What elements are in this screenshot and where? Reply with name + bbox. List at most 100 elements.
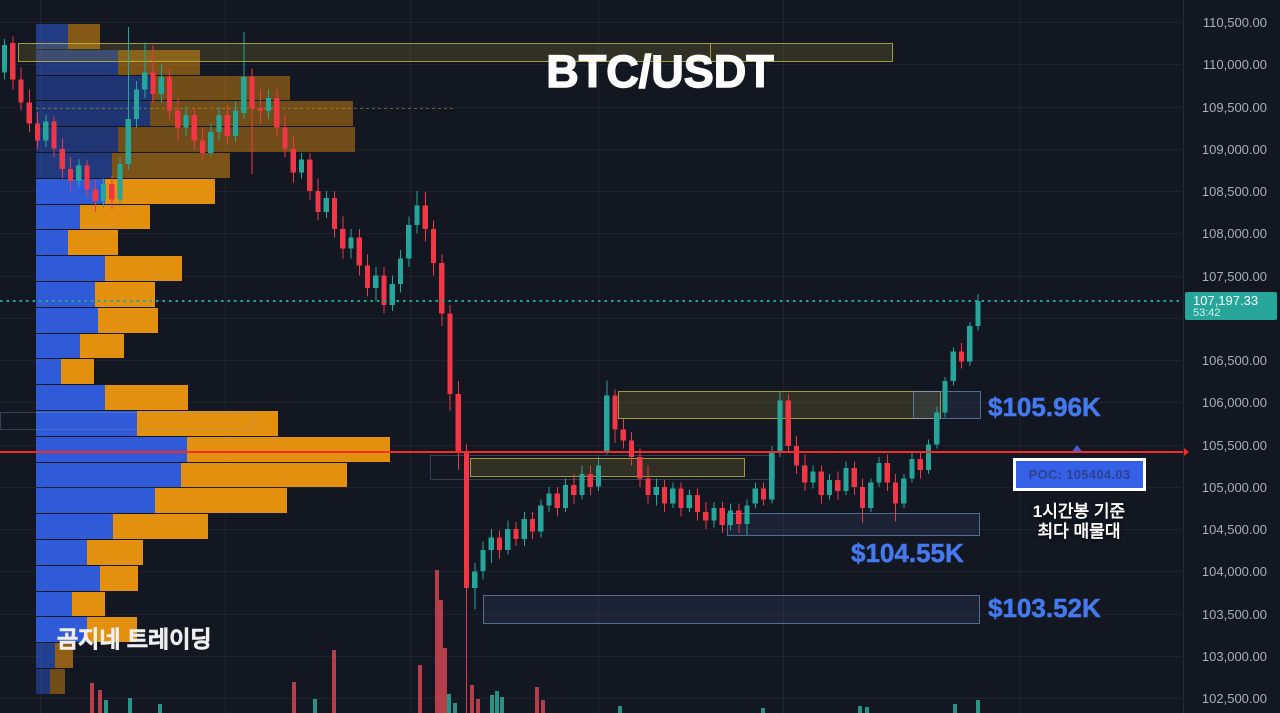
sell-volume-bar [80,204,150,230]
volume-bar [976,700,980,713]
volume-bar [761,708,765,713]
price-tick: 105,500.00 [1201,437,1267,453]
candle-body [241,76,247,114]
candle-body [950,351,956,382]
candle-body [59,148,65,170]
volume-bar [332,650,336,713]
candle-body [488,537,494,551]
candle-body [150,72,156,94]
candle-body [199,140,206,153]
gridline-h [0,655,1183,657]
candle-body [142,72,148,90]
candle-body [835,480,841,491]
candle-body [249,76,255,109]
price-tick: 103,500.00 [1201,606,1267,622]
candle-body [818,471,824,496]
volume-bar [313,699,317,713]
candle-body [348,237,354,249]
candle-body [282,127,288,149]
gridline-h [0,571,1183,573]
candle-body [26,102,32,124]
candle-body [447,313,453,394]
candle-body [10,43,16,80]
volume-profile-row [36,591,105,618]
buy-volume-bar [36,333,80,359]
candle-body [810,471,816,483]
buy-volume-bar [36,153,112,178]
buy-volume-bar [36,643,55,668]
candle-body [191,115,197,141]
volume-bar [447,694,451,713]
candle-body [455,393,461,453]
buy-volume-bar [36,307,98,333]
candle-body [562,485,569,508]
zone-divider [710,43,711,62]
price-tick: 105,000.00 [1201,479,1267,495]
volume-bar [858,706,862,713]
candle-body [315,191,321,213]
price-axis[interactable]: 110,500.00 110,000.00 109,500.00 109,000.00… [1183,0,1280,713]
candle-body [744,505,750,524]
candle-body [51,121,57,149]
buy-volume-bar [36,204,80,230]
sell-volume-bar [113,514,208,539]
candle-body [224,115,230,137]
gridline-h [0,106,1183,108]
candle-body [323,197,329,213]
candlestick-series [1,27,981,713]
candle-body [43,121,49,141]
volume-bar [541,700,545,713]
candle-body [307,159,313,191]
buy-volume-bar [36,359,61,385]
volume-bar [500,697,504,713]
annotation-line-2: 최다 매물대 [1037,521,1121,541]
candle-body [901,478,907,504]
candle-body [571,485,577,496]
gridline-h [0,148,1183,150]
sell-volume-bar [137,411,278,436]
candle-body [274,98,280,128]
candle-body [340,229,346,249]
sell-volume-bar [61,359,94,385]
level-label: $105.96K [988,392,1101,423]
volume-profile-row [36,256,182,282]
price-tick: 104,000.00 [1201,564,1267,580]
candle-body [208,131,214,153]
candle-body [521,518,527,540]
volume-bar [453,703,457,713]
zone-outline [430,455,775,480]
gridline-h [0,529,1183,530]
price-tick: 108,000.00 [1201,226,1267,242]
buy-volume-bar [36,436,187,462]
volume-profile-row [36,127,355,153]
buy-volume-bar [36,488,155,514]
volume-profile-row [36,488,287,514]
gridline-h [0,191,1183,192]
candle-body [958,351,965,362]
price-tick: 107,500.00 [1201,268,1267,284]
level-label: $104.55K [851,538,964,569]
candle-body [92,189,98,202]
candle-body [513,529,519,540]
candle-body [851,468,857,487]
candle-body [183,115,189,128]
candle-body [942,381,948,413]
chart-pane[interactable]: BTC/USDT 곰지네 트레이딩 $105.96K $104.55K $103.5… [0,0,1183,713]
volume-bar [443,648,447,713]
volume-bar [128,698,132,713]
candle-body [934,412,940,445]
buy-volume-bar [36,591,72,617]
gridline-h [0,486,1183,488]
candle-body [175,110,181,128]
volume-bar [953,704,957,713]
sell-volume-bar [118,49,200,75]
poc-horizontal-line[interactable] [0,450,1183,454]
candle-body [546,493,552,506]
volume-profile-row [36,514,208,540]
candle-body [793,446,800,466]
volume-profile-row [36,359,94,385]
candle-body [505,529,511,551]
volume-bar [90,683,94,713]
candle-body [917,458,923,470]
